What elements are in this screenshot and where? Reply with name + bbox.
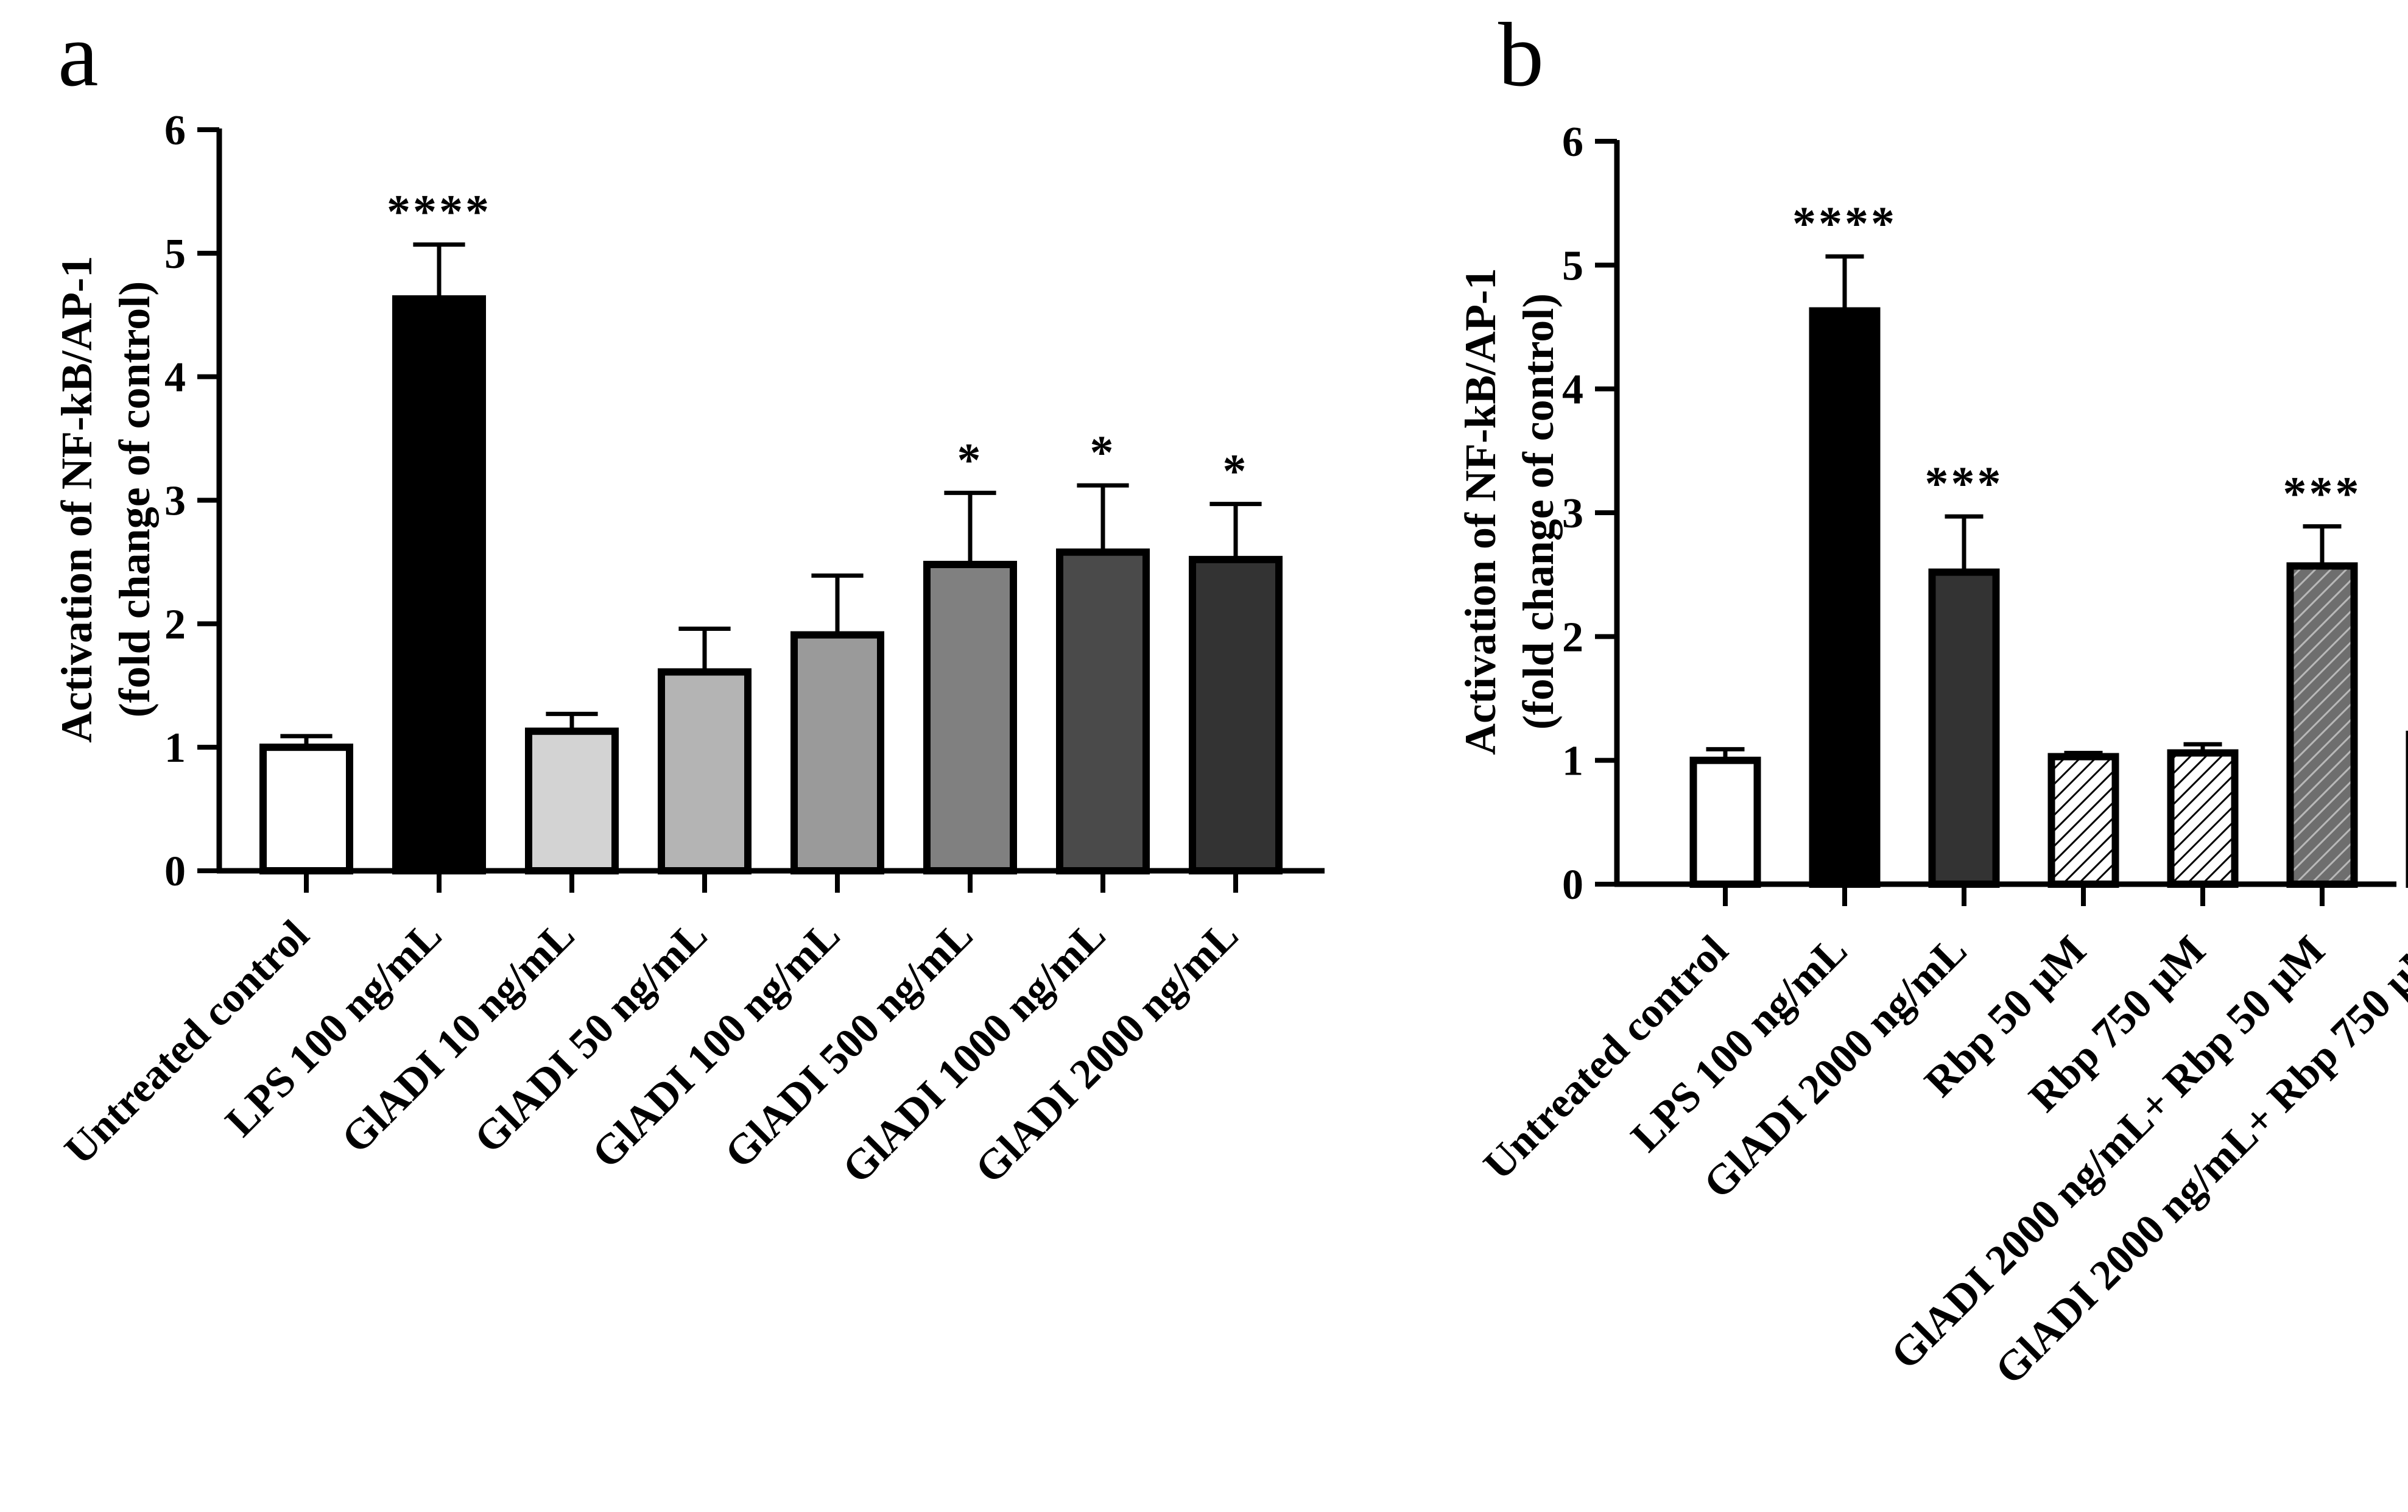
x-tick-label: GlADI 10 ng/mL [333,912,583,1162]
x-tick-label: GlADI 2000 ng/mL [966,912,1247,1192]
bar [392,295,486,874]
y-tick-label: 6 [164,107,186,154]
panel-b: b Activation of NF-kB/AP-1 (fold change o… [1456,4,2408,1394]
bar [1928,568,2000,888]
y-tick-label: 2 [1562,614,1583,661]
x-tick-label: GlADI 500 ng/mL [716,912,982,1178]
x-tick-label: Untreated control [56,912,319,1174]
y-tick-label: 3 [1562,490,1583,537]
panel-b-letter: b [1498,4,1544,105]
significance-marker: * [1223,445,1249,498]
bar [259,744,353,874]
x-tick-label: GlADI 1000 ng/mL [834,912,1114,1192]
bar [658,668,752,875]
y-tick-label: 0 [1562,862,1583,909]
y-tick-label: 2 [164,601,186,648]
panel-b-bars: ******* *** [1689,197,2408,888]
bar [2167,749,2239,888]
y-tick-label: 1 [1562,738,1583,785]
panel-a: a Activation of NF-kB/AP-1 (fold change o… [52,4,1325,1192]
x-tick-label: GlADI 50 ng/mL [465,912,716,1162]
y-tick-label: 5 [164,231,186,278]
bar [1056,548,1150,874]
bar [1189,555,1283,874]
y-tick-label: 6 [1562,119,1583,166]
y-axis-label-line: Activation of NF-kB/AP-1 [1456,268,1505,755]
bar [923,560,1017,874]
y-tick-label: 4 [1562,367,1583,413]
bar [2047,753,2119,888]
y-tick-label: 5 [1562,242,1583,289]
y-tick-label: 3 [164,478,186,525]
bar [525,727,619,874]
significance-marker: * [957,433,984,486]
y-axis-label-line: (fold change of control) [110,281,159,718]
bar [2286,562,2358,888]
x-tick-label: LPS 100 ng/mL [1622,927,1857,1161]
x-tick-label: GlADI 2000 ng/mL+ Rbp 50 μM [1882,927,2334,1379]
bar [1809,307,1881,888]
bar [790,631,884,875]
significance-marker: *** [1925,457,2004,510]
panel-a-letter: a [58,4,99,105]
x-tick-label: GlADI 100 ng/mL [583,912,850,1178]
y-tick-label: 1 [164,725,186,772]
panel-a-y-axis-label: Activation of NF-kB/AP-1 (fold change of … [52,256,159,743]
y-axis-label-line: Activation of NF-kB/AP-1 [52,256,101,743]
panel-b-y-axis-label: Activation of NF-kB/AP-1 (fold change of … [1456,268,1563,755]
significance-marker: * [1090,426,1116,479]
bar [1689,756,1761,888]
y-axis-label-line: (fold change of control) [1514,294,1563,730]
significance-marker: **** [387,185,491,238]
significance-marker: **** [1792,197,1897,250]
y-tick-label: 4 [164,354,186,401]
panel-a-bars: ***** * * [259,185,1283,875]
y-tick-label: 0 [164,848,186,895]
significance-marker: *** [2283,466,2362,519]
